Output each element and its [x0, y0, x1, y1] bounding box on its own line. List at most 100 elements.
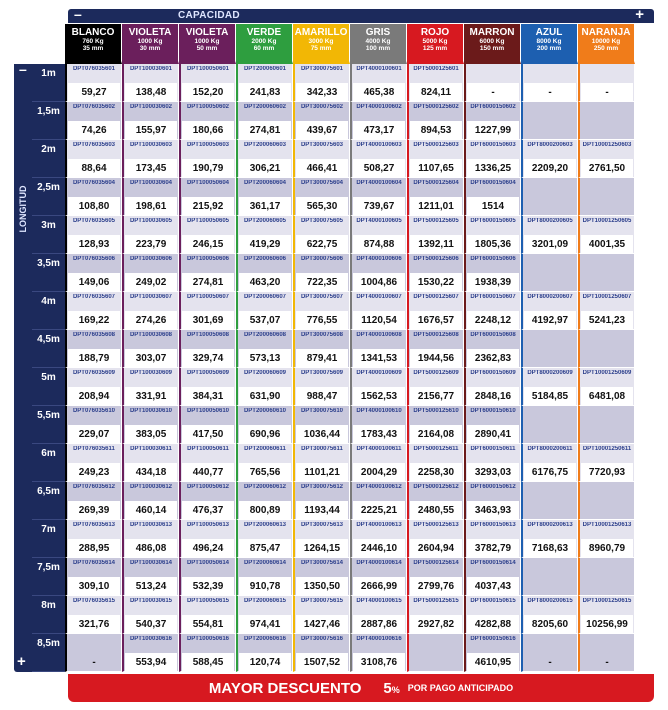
price-value: 138,48: [125, 83, 177, 101]
longitud-plus-icon[interactable]: +: [17, 653, 26, 670]
product-code: DPT100030604: [129, 180, 173, 186]
product-code: DPT6000150615: [470, 598, 516, 604]
product-code: DPT200060609: [243, 370, 287, 376]
row-length-label: 5m: [32, 368, 65, 406]
price-value: 2156,77: [410, 387, 462, 405]
table-cell: DPT300075606 722,35: [293, 254, 350, 292]
table-cell: DPT6000150608 2362,83: [464, 330, 521, 368]
price-value: 188,79: [68, 349, 120, 367]
table-cell: DPT5000125609 2156,77: [407, 368, 464, 406]
table-cell: DPT100050606 274,81: [179, 254, 236, 292]
price-value: 5241,23: [581, 311, 633, 329]
table-cell: DPT4000100603 508,27: [350, 140, 407, 178]
table-cell: DPT100050602 180,66: [179, 102, 236, 140]
price-value: 74,26: [68, 121, 120, 139]
table-cell: DPT6000150609 2848,16: [464, 368, 521, 406]
table-cell: DPT076035609 208,94: [65, 368, 122, 406]
table-cell: DPT200060609 631,90: [236, 368, 293, 406]
price-value: 3782,79: [467, 539, 519, 557]
table-cell: DPT300075615 1427,46: [293, 596, 350, 634]
price-value: 274,26: [125, 311, 177, 329]
product-code: DPT200060603: [243, 142, 287, 148]
column-header: GRIS 4000 Kg 100 mm: [350, 24, 407, 64]
product-code: DPT100050602: [186, 104, 230, 110]
table-cell: DPT300075611 1101,21: [293, 444, 350, 482]
product-code: DPT4000100609: [356, 370, 402, 376]
row-length-label: 6m: [32, 444, 65, 482]
price-value: 439,67: [296, 121, 348, 139]
price-value: 1193,44: [296, 501, 348, 519]
price-value: 765,56: [239, 463, 291, 481]
product-code: DPT4000100607: [356, 294, 402, 300]
capacidad-plus-icon[interactable]: +: [635, 6, 644, 23]
longitud-minus-icon[interactable]: –: [19, 61, 27, 77]
product-code: DPT100030612: [129, 484, 173, 490]
price-value: 486,08: [125, 539, 177, 557]
product-code: DPT4000100601: [356, 66, 402, 72]
price-value: 875,47: [239, 539, 291, 557]
table-cell: DPT300075607 776,55: [293, 292, 350, 330]
table-cell: DPT5000125607 1676,57: [407, 292, 464, 330]
table-cell: -: [578, 634, 635, 672]
table-cell: DPT200060615 974,41: [236, 596, 293, 634]
price-value: 8960,79: [581, 539, 633, 557]
price-value: 879,41: [296, 349, 348, 367]
price-value: 2887,86: [353, 615, 405, 633]
table-cell: DPT200060611 765,56: [236, 444, 293, 482]
price-value: 722,35: [296, 273, 348, 291]
product-code: DPT10001250613: [582, 522, 632, 528]
product-code: DPT4000100615: [356, 598, 402, 604]
table-cell: DPT300075613 1264,15: [293, 520, 350, 558]
product-code: DPT076035603: [72, 142, 116, 148]
product-code: DPT6000150611: [470, 446, 516, 452]
product-code: DPT300075602: [300, 104, 344, 110]
product-code: DPT300075606: [300, 256, 344, 262]
product-code: DPT100050615: [186, 598, 230, 604]
price-value: 874,88: [353, 235, 405, 253]
price-value: 2480,55: [410, 501, 462, 519]
price-value: 7720,93: [581, 463, 633, 481]
column-header: NARANJA 10000 Kg 250 mm: [578, 24, 635, 64]
table-cell: DPT100030604 198,61: [122, 178, 179, 216]
table-cell: DPT300075605 622,75: [293, 216, 350, 254]
price-value: 1514: [467, 197, 519, 215]
price-value: -: [605, 656, 609, 668]
table-cell: [521, 482, 578, 520]
column-header: AZUL 8000 Kg 200 mm: [521, 24, 578, 64]
product-code: DPT6000150602: [470, 104, 516, 110]
price-value: 2004,29: [353, 463, 405, 481]
price-value: 1938,39: [467, 273, 519, 291]
product-code: DPT100050612: [186, 484, 230, 490]
capacidad-minus-icon[interactable]: –: [74, 6, 82, 22]
price-value: 1562,53: [353, 387, 405, 405]
table-cell: DPT4000100615 2887,86: [350, 596, 407, 634]
table-cell: DPT100030608 303,07: [122, 330, 179, 368]
table-cell: [578, 254, 635, 292]
price-value: 4192,97: [524, 311, 576, 329]
table-cell: DPT100030609 331,91: [122, 368, 179, 406]
price-value: 2258,30: [410, 463, 462, 481]
price-value: 974,41: [239, 615, 291, 633]
product-code: DPT100030615: [129, 598, 173, 604]
product-code: DPT076035614: [72, 560, 116, 566]
price-value: 190,79: [182, 159, 234, 177]
table-cell: DPT5000125610 2164,08: [407, 406, 464, 444]
table-cell: DPT5000125603 1107,65: [407, 140, 464, 178]
price-value: 149,06: [68, 273, 120, 291]
price-value: 342,33: [296, 83, 348, 101]
product-code: DPT10001250611: [582, 446, 632, 452]
table-cell: DPT5000125602 894,53: [407, 102, 464, 140]
price-value: -: [581, 83, 633, 101]
product-code: DPT5000125607: [413, 294, 459, 300]
table-cell: [578, 178, 635, 216]
table-cell: DPT100030601 138,48: [122, 64, 179, 102]
table-cell: DPT100050613 496,24: [179, 520, 236, 558]
column-capacity: 4000 Kg: [365, 38, 391, 45]
table-cell: DPT6000150605 1805,36: [464, 216, 521, 254]
table-cell: DPT5000125614 2799,76: [407, 558, 464, 596]
product-code: DPT300075610: [300, 408, 344, 414]
row-length-label: 1m: [32, 64, 65, 102]
price-value: 8205,60: [524, 615, 576, 633]
price-value: -: [548, 656, 552, 668]
table-cell: DPT5000125608 1944,56: [407, 330, 464, 368]
